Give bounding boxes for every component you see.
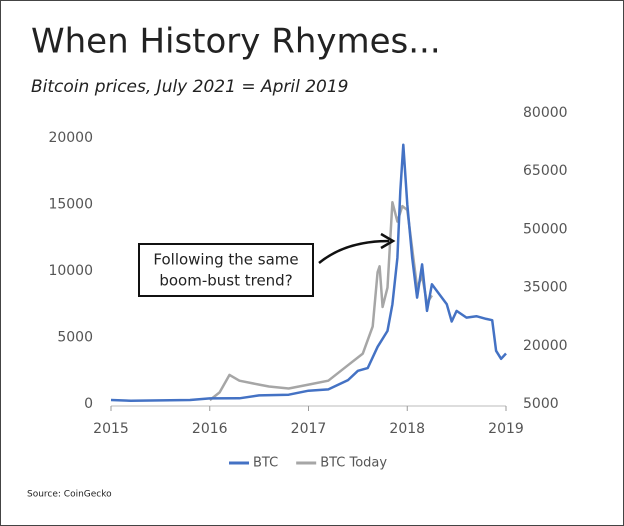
source-note: Source: CoinGecko [27,490,112,500]
legend-label: BTC Today [320,456,387,471]
annotation-text: Following the same [153,251,298,269]
chart-title: When History Rhymes... [31,22,441,62]
annotation-arrowhead [380,232,396,250]
y2-tick-label: 20000 [523,338,568,354]
x-tick-label: 2015 [93,421,129,437]
y2-tick-label: 35000 [523,280,568,296]
chart-subtitle: Bitcoin prices, July 2021 = April 2019 [31,77,349,97]
annotation-text: boom-bust trend? [159,272,292,290]
annotation-arrow [318,239,390,264]
y-tick-label: 15000 [48,197,93,213]
x-tick-label: 2016 [192,421,228,437]
y2-tick-label: 80000 [523,105,568,121]
y-tick-label: 10000 [48,263,93,279]
y2-tick-label: 65000 [523,163,568,179]
y-tick-label: 20000 [48,130,93,146]
y-tick-label: 0 [84,396,93,412]
annotation-box [138,243,314,297]
x-tick-label: 2019 [488,421,524,437]
y2-tick-label: 5000 [523,396,559,412]
legend-label: BTC [253,456,278,471]
x-tick-label: 2017 [291,421,327,437]
x-tick-label: 2018 [389,421,425,437]
y2-tick-label: 50000 [523,221,568,237]
series-line [110,143,507,402]
y-tick-label: 5000 [57,330,93,346]
